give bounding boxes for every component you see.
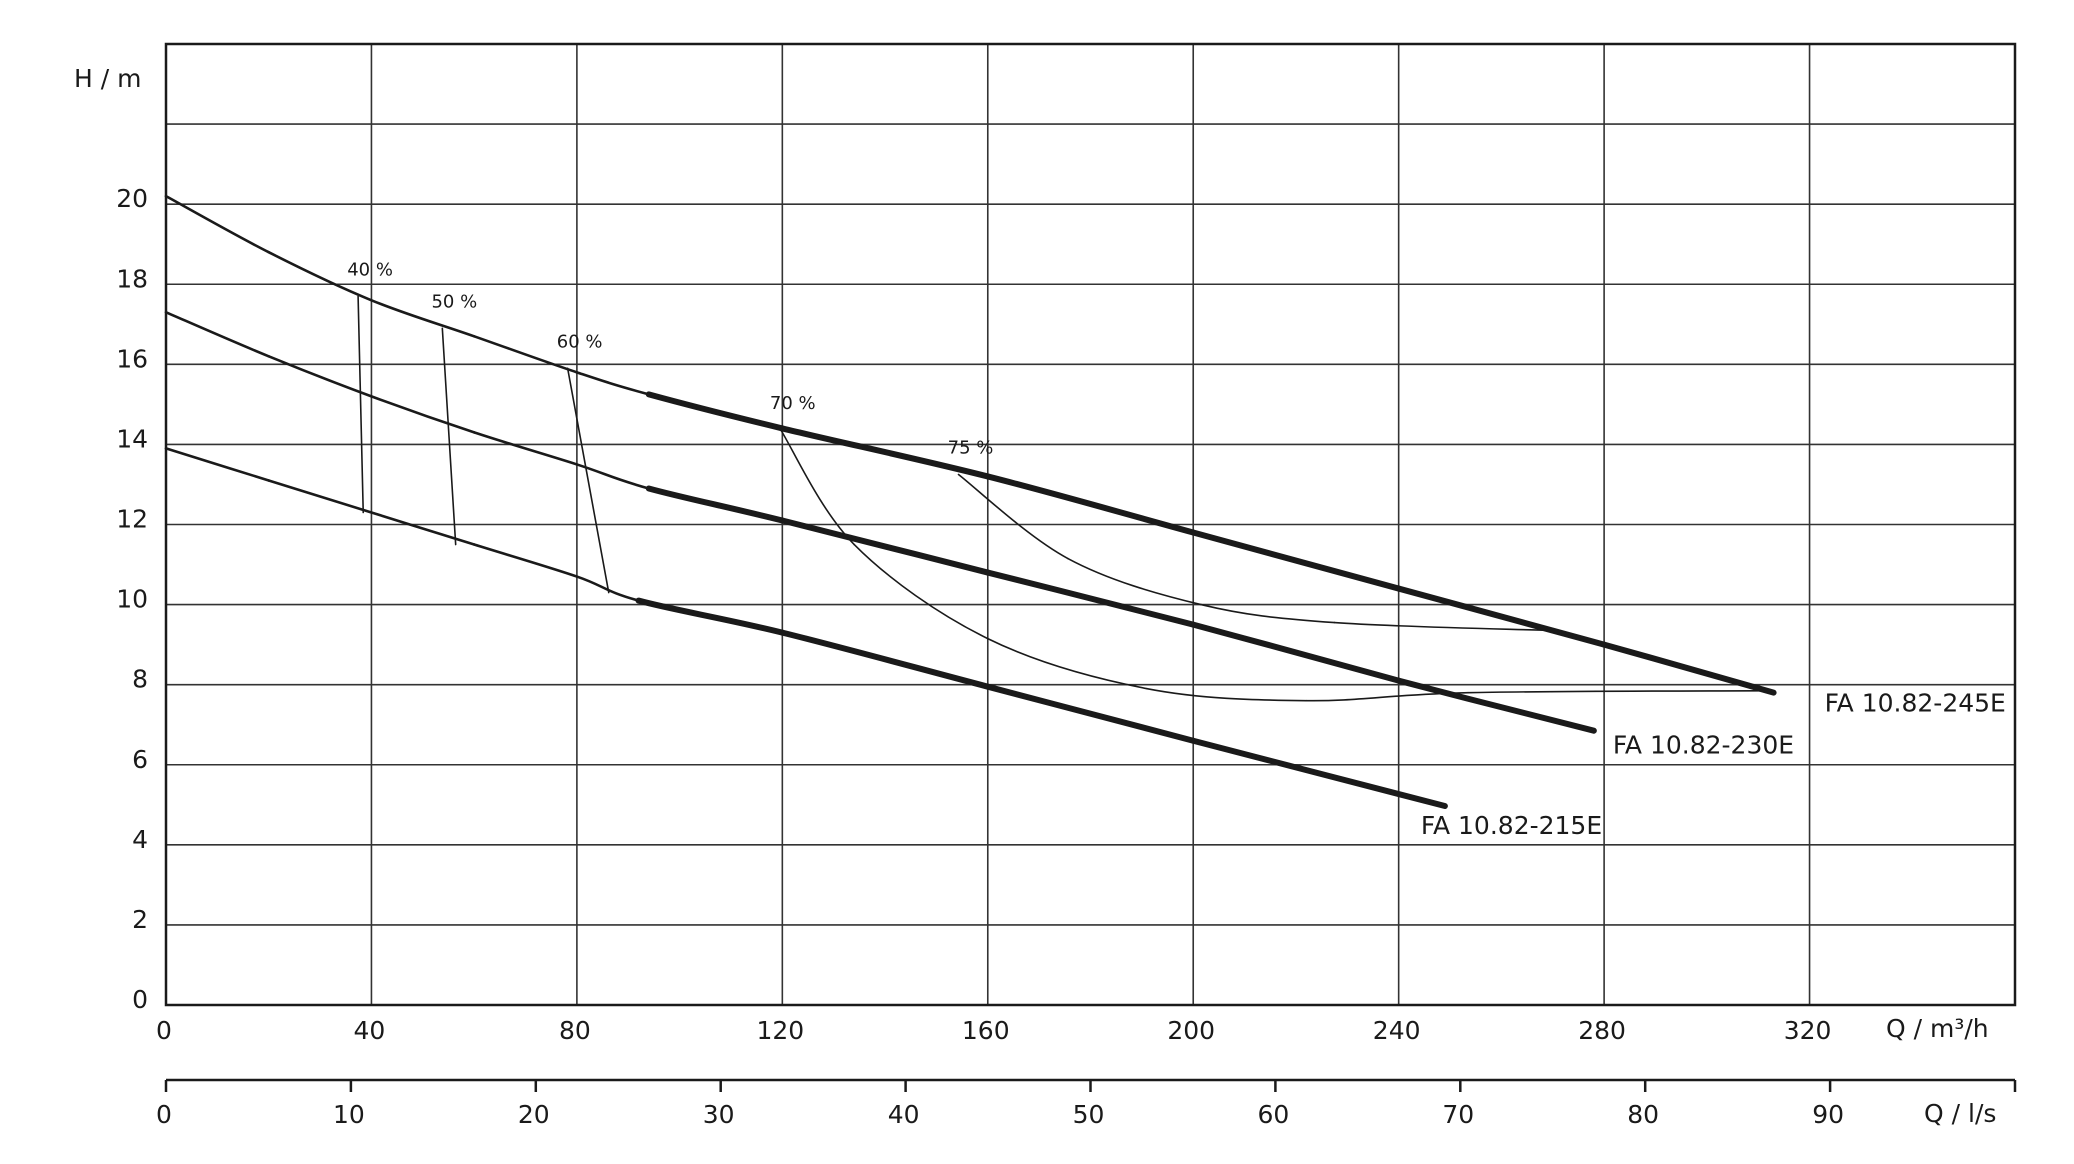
efficiency-label: 40 %	[347, 259, 393, 280]
x2-tick-label: 0	[156, 1100, 172, 1129]
y-tick-label: 18	[116, 264, 148, 293]
pump-curve	[645, 485, 786, 524]
y-tick-label: 14	[116, 424, 148, 453]
pump-curve	[1395, 677, 1597, 734]
pump-curve	[779, 425, 991, 480]
y-tick-label: 2	[132, 905, 148, 934]
pump-curve	[984, 683, 1197, 744]
x-tick-label: 80	[559, 1016, 591, 1045]
x2-tick-label: 60	[1257, 1100, 1289, 1129]
pump-curve	[779, 517, 991, 576]
y-tick-label: 12	[116, 505, 148, 534]
pump-curve	[984, 473, 1197, 536]
pump-curve	[635, 597, 786, 636]
efficiency-line	[566, 367, 610, 594]
x2-tick-label: 70	[1442, 1100, 1474, 1129]
x2-tick-label: 50	[1073, 1100, 1105, 1129]
pump-curve	[779, 629, 991, 690]
efficiency-label: 75 %	[948, 437, 994, 458]
pump-curve	[370, 298, 476, 338]
y-tick-label: 0	[132, 985, 148, 1014]
efficiency-line	[1200, 603, 1336, 624]
x-tick-label: 320	[1784, 1016, 1832, 1045]
efficiency-line	[853, 543, 989, 640]
x-tick-label: 200	[1167, 1016, 1215, 1045]
pump-curve	[645, 391, 786, 432]
pump-curve	[984, 569, 1197, 628]
series-label: FA 10.82-215E	[1421, 811, 1602, 840]
x-tick-label: 160	[962, 1016, 1010, 1045]
series-label: FA 10.82-245E	[1825, 689, 2006, 718]
pump-curve	[575, 463, 651, 490]
efficiency-line	[1067, 557, 1202, 606]
pump-curve	[164, 194, 271, 254]
pump-curve	[1395, 585, 1608, 648]
efficiency-line	[1333, 621, 1556, 632]
efficiency-line	[357, 295, 365, 514]
x-tick-label: 40	[354, 1016, 386, 1045]
efficiency-line	[986, 637, 1148, 690]
pump-curve	[575, 371, 651, 396]
y-tick-label: 6	[132, 745, 148, 774]
series-label: FA 10.82-230E	[1613, 731, 1794, 760]
pump-curve	[267, 479, 373, 514]
pump-curve	[472, 543, 579, 578]
y-tick-label: 4	[132, 825, 148, 854]
pump-curve	[1190, 529, 1402, 592]
y-tick-label: 8	[132, 665, 148, 694]
pump-curve	[472, 431, 579, 466]
pump-curve	[164, 310, 271, 358]
y-tick-label: 16	[116, 344, 148, 373]
x2-tick-label: 30	[703, 1100, 735, 1129]
efficiency-label: 70 %	[770, 393, 816, 414]
pump-curve	[267, 355, 373, 398]
efficiency-line	[779, 429, 856, 546]
efficiency-label: 60 %	[557, 331, 603, 352]
x2-tick-label: 40	[888, 1100, 920, 1129]
pump-curve	[575, 575, 640, 602]
x-tick-label: 0	[156, 1016, 172, 1045]
x2-axis-label: Q / l/s	[1924, 1099, 1996, 1128]
efficiency-line	[957, 473, 1069, 560]
x2-tick-label: 10	[333, 1100, 365, 1129]
efficiency-line	[1467, 689, 1773, 694]
efficiency-line	[441, 327, 457, 546]
pump-curve	[370, 511, 476, 546]
pump-curve	[1601, 641, 1777, 696]
x2-tick-label: 80	[1627, 1100, 1659, 1129]
pump-curve	[1190, 737, 1448, 809]
pump-curve	[1190, 621, 1402, 684]
x2-tick-label: 20	[518, 1100, 550, 1129]
x-tick-label: 120	[756, 1016, 804, 1045]
pump-curve	[267, 250, 373, 302]
x-tick-label: 280	[1578, 1016, 1626, 1045]
x2-tick-label: 90	[1812, 1100, 1844, 1129]
y-tick-label: 20	[116, 184, 148, 213]
efficiency-line	[1146, 687, 1308, 702]
x-tick-label: 240	[1373, 1016, 1421, 1045]
efficiency-label: 50 %	[431, 291, 477, 312]
plot-frame	[164, 42, 2017, 1007]
x-axis-label: Q / m³/h	[1886, 1014, 1989, 1043]
y-axis-label: H / m	[74, 64, 141, 93]
pump-curve	[370, 395, 476, 434]
pump-curve	[164, 447, 271, 482]
y-tick-label: 10	[116, 585, 148, 614]
pump-curve	[472, 335, 579, 374]
